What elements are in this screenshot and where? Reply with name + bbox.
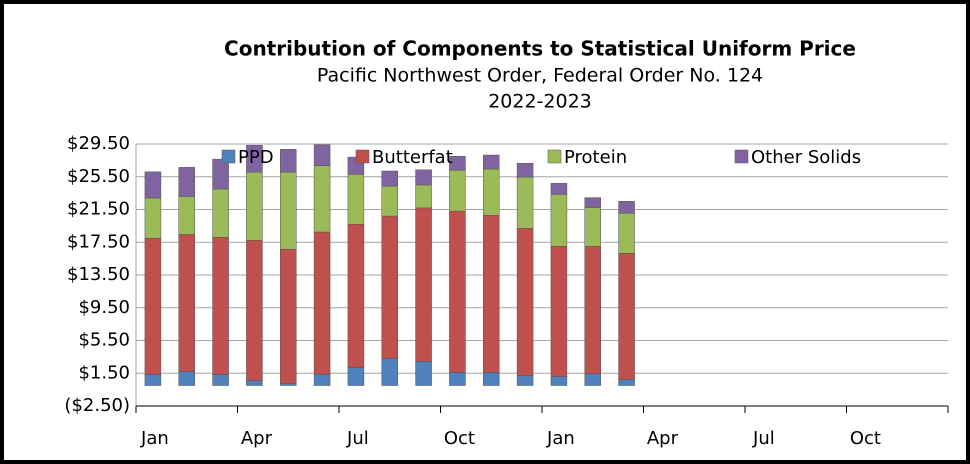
y-tick-label: $5.50 (78, 330, 130, 351)
bar-segment (516, 228, 534, 376)
bar-segment (246, 380, 263, 386)
bar-segment (516, 176, 534, 229)
legend-label: Butterfat (372, 147, 453, 168)
bar-segment (178, 196, 195, 235)
legend-label: Protein (564, 147, 627, 168)
bar-segment (618, 253, 635, 380)
bar-segment (483, 168, 500, 216)
x-tick-label: Jan (140, 428, 169, 449)
bar-segment (246, 171, 263, 241)
bar-segment (212, 237, 229, 375)
y-tick-label: $29.50 (67, 133, 130, 154)
bar-segment (618, 379, 635, 386)
bar-segment (246, 144, 263, 173)
bar-segment (550, 194, 568, 247)
bar-segment (313, 144, 331, 166)
bar-segment (516, 162, 534, 178)
bar-segment (178, 371, 195, 386)
x-tick-label: Oct (444, 428, 475, 449)
bar-segment (449, 372, 466, 386)
bar-segment (618, 201, 635, 214)
bar-segment (313, 231, 331, 375)
y-tick-label: $9.50 (78, 297, 130, 318)
legend-label: PPD (238, 147, 274, 168)
bar-segment (415, 169, 432, 186)
legend-swatch (734, 149, 749, 164)
bar-segment (246, 239, 263, 381)
y-tick-label: $25.50 (67, 166, 130, 187)
bar-segment (415, 207, 432, 362)
bar-segment (483, 154, 500, 170)
chart-subtitle: Pacific Northwest Order, Federal Order N… (317, 65, 763, 87)
bar-segment (144, 237, 162, 375)
y-tick-label: $13.50 (67, 264, 130, 285)
bar-segment (144, 197, 162, 239)
bar-segment (280, 171, 297, 250)
legend-swatch (355, 149, 370, 164)
bar-segment (280, 383, 297, 386)
bar-segment (212, 158, 229, 190)
bar-segment (381, 358, 398, 386)
y-tick-label: $1.50 (78, 362, 130, 383)
bar-segment (381, 170, 398, 187)
bar-segment (212, 374, 229, 386)
bar-segment (584, 246, 601, 374)
bar-segment (347, 223, 365, 368)
bar-segment (144, 171, 162, 199)
x-tick-label: Apr (241, 428, 273, 449)
bar-segment (584, 207, 601, 247)
bar-segment (144, 374, 162, 386)
legend-swatch (221, 149, 236, 164)
bar-segment (516, 375, 534, 386)
bar-segment (449, 156, 466, 171)
bar-segment (381, 215, 398, 359)
bar-segment (313, 374, 331, 386)
legend-swatch (547, 149, 562, 164)
bar-segment (347, 367, 365, 386)
bar-segment (415, 361, 432, 386)
bar-segment (449, 169, 466, 212)
x-tick-label: Apr (647, 428, 679, 449)
bar-segment (584, 197, 601, 208)
bar-segment (618, 212, 635, 254)
bar-segment (280, 149, 297, 173)
x-tick-label: Jul (346, 428, 369, 449)
bar-segment (212, 188, 229, 238)
bar-segment (415, 184, 432, 209)
chart-subtitle: 2022-2023 (488, 91, 592, 113)
bar-segment (483, 372, 500, 386)
bar-segment (550, 183, 568, 195)
bar-segment (550, 376, 568, 386)
x-tick-label: Jan (546, 428, 575, 449)
bar-segment (550, 246, 568, 377)
bar-segment (347, 174, 365, 225)
x-tick-label: Oct (850, 428, 881, 449)
bar-segment (483, 214, 500, 373)
x-tick-label: Jul (752, 428, 775, 449)
y-tick-label: $21.50 (67, 199, 130, 220)
bar-segment (449, 210, 466, 373)
y-tick-label: ($2.50) (64, 395, 130, 416)
chart-title: Contribution of Components to Statistica… (224, 37, 856, 61)
bar-segment (178, 234, 195, 372)
y-tick-label: $17.50 (67, 231, 130, 252)
legend-label: Other Solids (751, 147, 861, 168)
bar-segment (178, 167, 195, 197)
bar-segment (584, 373, 601, 386)
bar-segment (313, 165, 331, 233)
bar-segment (280, 248, 297, 384)
bar-segment (381, 185, 398, 217)
